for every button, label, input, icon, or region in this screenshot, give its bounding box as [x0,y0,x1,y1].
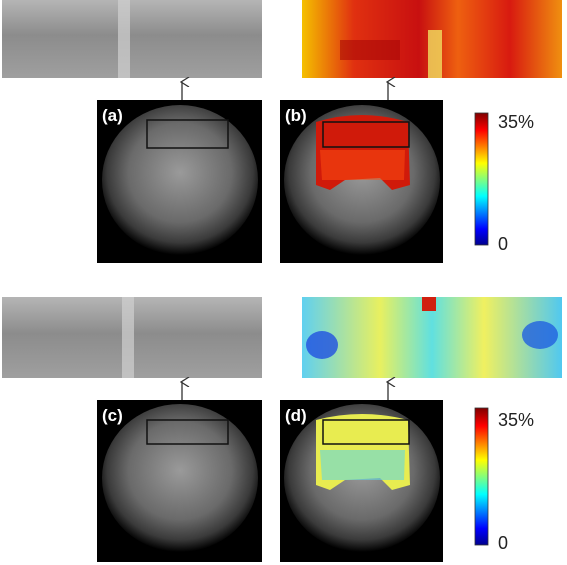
colorbar-max: 35% [498,410,534,430]
zoom-detail [118,0,130,78]
zoom-detail [306,331,338,359]
zoom-detail [340,40,400,60]
overlay [320,450,405,480]
colorbar-min: 0 [498,533,508,553]
colorbar-max: 35% [498,112,534,132]
zoom-detail [428,30,442,78]
panel-label: (d) [285,406,307,425]
roi-box [146,119,229,149]
colorbar [474,112,489,246]
panel-label: (b) [285,106,307,125]
zoom-detail [522,321,558,349]
brain [102,105,258,255]
colorbar [474,407,489,546]
brain [102,404,258,552]
zoom-detail [122,297,134,378]
overlay [320,150,405,180]
panel-label: (a) [102,106,123,125]
panel-label: (c) [102,406,123,425]
roi-box [146,419,229,445]
roi-box [322,419,410,445]
zoom-gray [2,0,262,78]
roi-box [322,121,410,148]
zoom-detail [422,297,436,311]
colorbar-min: 0 [498,234,508,254]
